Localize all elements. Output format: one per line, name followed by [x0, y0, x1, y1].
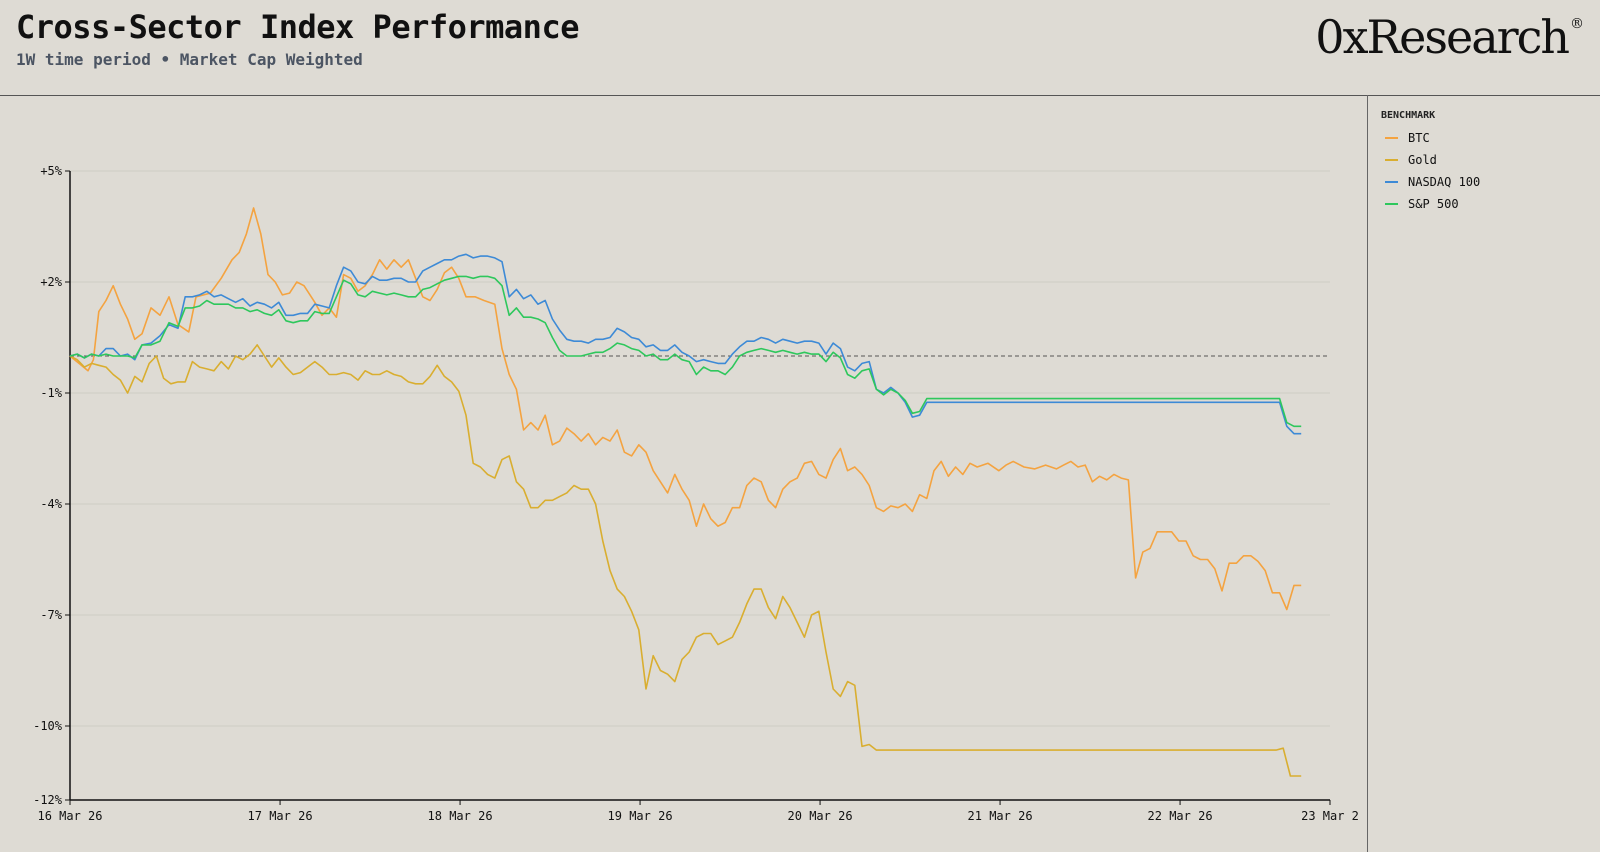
legend-label: BTC — [1408, 131, 1430, 145]
y-tick-label: +5% — [40, 164, 62, 178]
y-tick-label: -4% — [40, 497, 62, 511]
x-tick-label: 20 Mar 26 — [788, 809, 853, 823]
legend-title: BENCHMARK — [1381, 110, 1436, 121]
line-chart: +5% +2% -1% -4% -7% -10% -12% 16 Mar 26 17 Mar 2… — [33, 164, 1359, 823]
legend-swatch — [1385, 137, 1398, 139]
x-tick-label: 19 Mar 26 — [608, 809, 673, 823]
legend-label: S&P 500 — [1408, 197, 1459, 211]
series-line-nasdaq-100 — [69, 253, 1302, 435]
page-title: Cross-Sector Index Performance — [16, 8, 579, 46]
legend-item[interactable]: NASDAQ 100 — [1381, 171, 1480, 193]
legend-swatch — [1385, 181, 1398, 183]
x-tick-label: 18 Mar 26 — [428, 809, 493, 823]
legend-item[interactable]: BTC — [1381, 127, 1480, 149]
y-tick-label: -1% — [40, 386, 62, 400]
sidebar-divider — [1367, 95, 1368, 852]
series-line-btc — [69, 207, 1302, 611]
legend-swatch — [1385, 203, 1398, 205]
legend-item[interactable]: S&P 500 — [1381, 193, 1480, 215]
x-tick-label: 22 Mar 26 — [1148, 809, 1213, 823]
x-tick-label: 21 Mar 26 — [968, 809, 1033, 823]
y-tick-label: -10% — [33, 719, 63, 733]
series-line-s-p-500 — [69, 275, 1302, 428]
series-line-gold — [69, 344, 1302, 777]
legend-item[interactable]: Gold — [1381, 149, 1480, 171]
y-tick-label: +2% — [40, 275, 62, 289]
legend-label: NASDAQ 100 — [1408, 175, 1481, 189]
legend-label: Gold — [1408, 153, 1437, 167]
registered-mark: ® — [1570, 16, 1584, 32]
x-tick-label: 16 Mar 26 — [37, 809, 102, 823]
x-tick-label: 17 Mar 26 — [248, 809, 313, 823]
x-tick-label: 23 Mar 2 — [1301, 809, 1359, 823]
y-tick-label: -7% — [40, 608, 62, 622]
logo: 0xResearch ® — [1315, 10, 1584, 64]
legend-items: BTC Gold NASDAQ 100 S&P 500 — [1381, 127, 1480, 215]
logo-text: 0xResearch — [1315, 10, 1570, 64]
page-subtitle: 1W time period • Market Cap Weighted — [16, 50, 363, 69]
y-tick-label: -12% — [33, 793, 63, 807]
legend: BENCHMARK BTC Gold NASDAQ 100 S&P 500 — [1381, 110, 1480, 215]
legend-swatch — [1385, 159, 1398, 161]
header: Cross-Sector Index Performance 1W time p… — [0, 0, 1600, 96]
